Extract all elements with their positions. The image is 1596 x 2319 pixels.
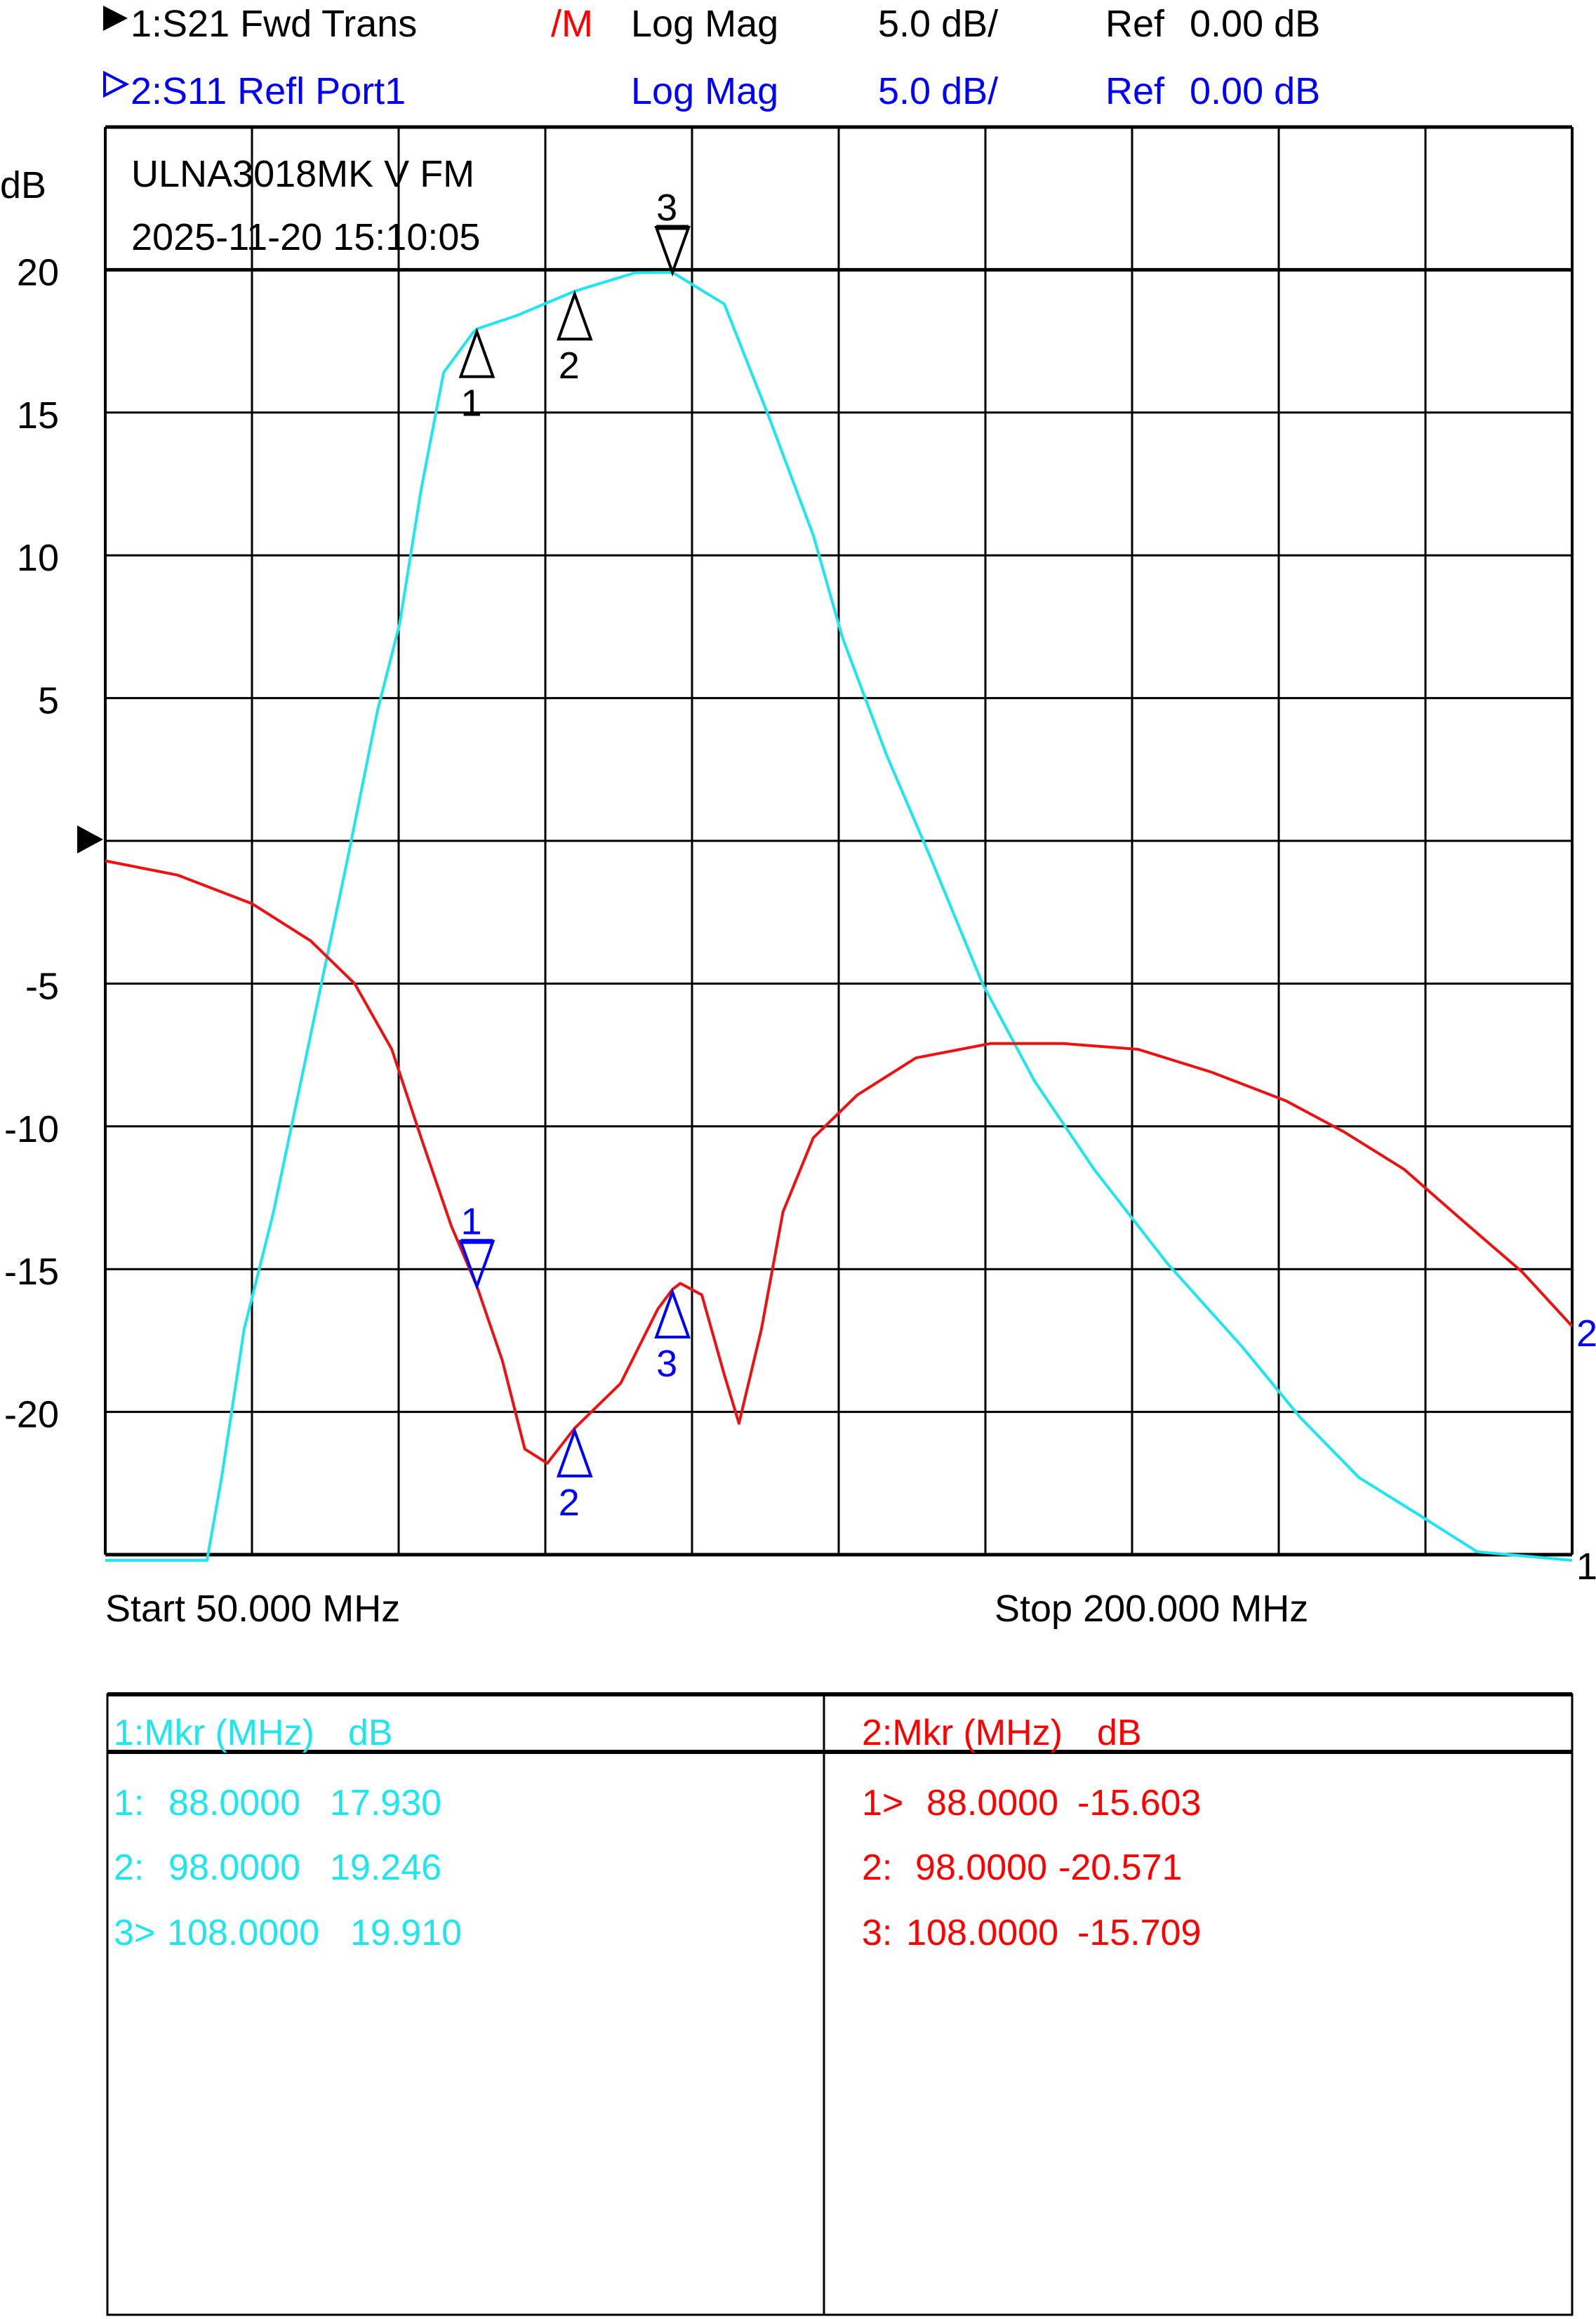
stop-frequency[interactable]: Stop 200.000 MHz bbox=[995, 1588, 1308, 1630]
marker-s21-2[interactable]: 2 bbox=[556, 290, 593, 387]
marker-triangle-up-icon bbox=[556, 290, 593, 341]
active-trace-arrow-icon bbox=[103, 6, 128, 31]
trace2-format[interactable]: Log Mag bbox=[631, 70, 778, 112]
marker-frequency: 88.0000 bbox=[168, 1783, 300, 1823]
marker-triangle-down-icon bbox=[458, 1240, 496, 1291]
table-row: 3> 108.0000 19.910 bbox=[114, 1913, 462, 1953]
marker-id: 1: bbox=[114, 1783, 144, 1823]
marker-frequency: 98.0000 bbox=[915, 1847, 1047, 1888]
trace2-ref-value[interactable]: 0.00 dB bbox=[1190, 70, 1320, 112]
start-frequency[interactable]: Start 50.000 MHz bbox=[105, 1588, 400, 1630]
marker-triangle-down-icon bbox=[654, 226, 691, 277]
left-table-header-marker: 1:Mkr (MHz) bbox=[114, 1713, 314, 1753]
marker-label: 1 bbox=[460, 1201, 481, 1243]
marker-value: 17.930 bbox=[330, 1783, 441, 1823]
marker-label: 2 bbox=[559, 1482, 580, 1524]
y-tick-label: -10 bbox=[4, 1108, 59, 1150]
marker-frequency: 88.0000 bbox=[926, 1783, 1058, 1823]
marker-triangle-up-icon bbox=[654, 1288, 691, 1339]
marker-value: -15.709 bbox=[1077, 1913, 1201, 1953]
grid bbox=[104, 125, 1574, 1557]
marker-frequency: 108.0000 bbox=[906, 1913, 1058, 1953]
reference-level-arrow-icon bbox=[77, 825, 103, 853]
y-tick-label: -5 bbox=[25, 965, 59, 1007]
y-tick-label: 15 bbox=[17, 394, 59, 437]
marker-id: 2: bbox=[114, 1847, 144, 1888]
trace1-label[interactable]: 1:S21 Fwd Trans bbox=[131, 3, 417, 45]
trace1-scale[interactable]: 5.0 dB/ bbox=[878, 3, 998, 45]
trace2-ref-label: Ref bbox=[1105, 70, 1165, 112]
marker-s11-2[interactable]: 2 bbox=[556, 1426, 593, 1524]
y-tick-label: -15 bbox=[4, 1251, 59, 1293]
trace-s11-line bbox=[105, 859, 1574, 1465]
table-row: 2: 98.0000 -20.571 bbox=[862, 1847, 1182, 1888]
trace1-format[interactable]: Log Mag bbox=[631, 3, 778, 45]
y-tick-label: -20 bbox=[4, 1394, 59, 1436]
marker-value: -15.603 bbox=[1077, 1783, 1201, 1823]
marker-value: 19.246 bbox=[330, 1847, 441, 1888]
trace2-arrow-icon bbox=[103, 70, 130, 98]
y-tick-label: 10 bbox=[17, 537, 59, 579]
y-axis-unit: dB bbox=[0, 164, 46, 206]
trace2-end-label: 2 bbox=[1576, 1313, 1596, 1355]
marker-triangle-up-icon bbox=[556, 1426, 593, 1477]
table-row: 2: 98.0000 19.246 bbox=[114, 1847, 441, 1888]
marker-id: 3> bbox=[114, 1913, 155, 1953]
y-tick-label: 5 bbox=[38, 680, 59, 722]
marker-s21-3[interactable]: 3 bbox=[654, 187, 691, 277]
marker-table: 1:Mkr (MHz) dB 2:Mkr (MHz) dB 1: 88.0000… bbox=[106, 1692, 1574, 2316]
marker-id: 1> bbox=[862, 1783, 903, 1823]
table-row: 1> 88.0000 -15.603 bbox=[862, 1783, 1201, 1823]
marker-label: 1 bbox=[460, 383, 481, 425]
marker-label: 3 bbox=[656, 1343, 677, 1385]
marker-value: 19.910 bbox=[350, 1913, 462, 1953]
marker-id: 3: bbox=[862, 1913, 892, 1953]
marker-s21-1[interactable]: 1 bbox=[458, 327, 496, 425]
table-row: 3: 108.0000 -15.709 bbox=[862, 1913, 1201, 1953]
marker-frequency: 98.0000 bbox=[168, 1847, 300, 1888]
chart-title: ULNA3018MK V FM bbox=[131, 153, 474, 195]
trace1-ref-label: Ref bbox=[1105, 3, 1165, 45]
trace2-label[interactable]: 2:S11 Refl Port1 bbox=[131, 70, 406, 112]
table-row: 1: 88.0000 17.930 bbox=[114, 1783, 441, 1823]
marker-value: -20.571 bbox=[1058, 1847, 1182, 1888]
trace1-end-label: 1 bbox=[1576, 1546, 1596, 1588]
right-table-header-unit: dB bbox=[1097, 1713, 1142, 1753]
trace2-scale[interactable]: 5.0 dB/ bbox=[878, 70, 998, 112]
right-table-header-marker: 2:Mkr (MHz) bbox=[862, 1713, 1063, 1753]
chart-timestamp: 2025-11-20 15:10:05 bbox=[131, 216, 480, 258]
marker-s11-1[interactable]: 1 bbox=[458, 1201, 496, 1291]
y-tick-labels: 20 15 10 5 -5 -10 -15 -20 bbox=[4, 251, 59, 1435]
trace1-memory: /M bbox=[551, 3, 593, 45]
markers: 1 2 3 1 2 3 bbox=[458, 187, 691, 1524]
left-table-header-unit: dB bbox=[348, 1713, 393, 1753]
y-tick-label: 20 bbox=[17, 251, 59, 293]
marker-label: 2 bbox=[559, 345, 580, 387]
marker-label: 3 bbox=[656, 187, 677, 229]
trace1-ref-value[interactable]: 0.00 dB bbox=[1190, 3, 1320, 45]
marker-s11-3[interactable]: 3 bbox=[654, 1288, 691, 1385]
marker-frequency: 108.0000 bbox=[167, 1913, 319, 1953]
marker-id: 2: bbox=[862, 1847, 892, 1888]
marker-triangle-up-icon bbox=[458, 327, 496, 378]
